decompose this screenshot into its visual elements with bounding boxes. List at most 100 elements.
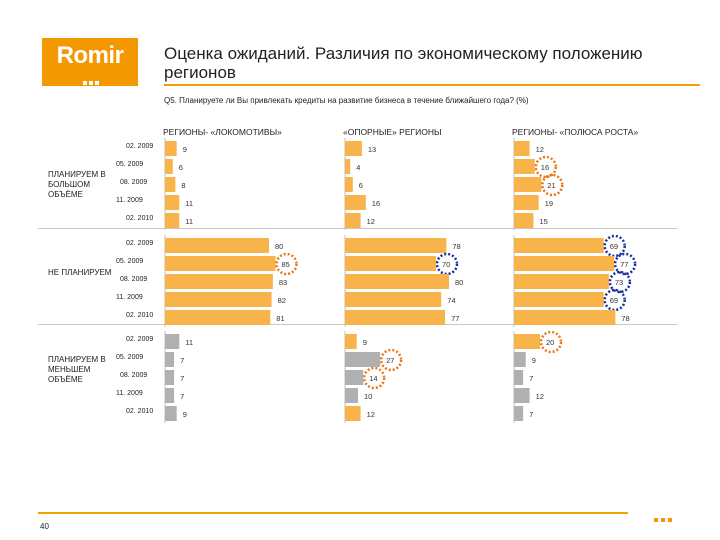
- bar: [165, 292, 272, 307]
- date-label: 02. 2009: [126, 143, 154, 150]
- data-label: 80: [455, 278, 463, 287]
- data-label: 83: [279, 278, 287, 287]
- data-label: 10: [364, 392, 372, 401]
- highlight-ring-orange: [275, 252, 298, 276]
- data-label: 14: [369, 374, 377, 383]
- bar: [345, 256, 436, 271]
- data-label: 21: [547, 181, 555, 190]
- highlight-ring-orange: [534, 155, 558, 179]
- data-label: 73: [615, 278, 623, 287]
- data-label: 78: [452, 242, 460, 251]
- bar: [165, 141, 177, 156]
- highlight-ring-blue: [435, 252, 459, 276]
- bar: [514, 238, 604, 253]
- data-label: 11: [185, 217, 193, 226]
- group-label-not-plan: НЕ ПЛАНИРУЕМ: [48, 268, 112, 277]
- date-label: 11. 2009: [116, 294, 143, 301]
- date-label: 08. 2009: [120, 179, 148, 186]
- data-label: 11: [185, 199, 193, 208]
- bar: [514, 388, 530, 403]
- highlight-ring-blue: [603, 234, 626, 258]
- bar: [514, 406, 524, 421]
- bar: [165, 388, 175, 403]
- bar: [514, 213, 534, 228]
- bar: [345, 388, 358, 403]
- date-label: 11. 2009: [116, 197, 143, 204]
- date-label: 05. 2009: [116, 258, 144, 265]
- data-label: 20: [546, 338, 554, 347]
- data-label: 80: [275, 242, 283, 251]
- logo-dots: [83, 72, 101, 90]
- data-label: 7: [529, 374, 533, 383]
- bar: [165, 334, 180, 349]
- date-label: 11. 2009: [116, 390, 143, 397]
- data-label: 85: [282, 260, 290, 269]
- bar: [165, 256, 276, 271]
- data-label: 9: [363, 338, 367, 347]
- bar: [514, 370, 524, 385]
- bar: [345, 159, 351, 174]
- data-label: 7: [529, 410, 533, 419]
- data-label: 12: [367, 410, 375, 419]
- data-label: 82: [278, 296, 286, 305]
- date-label: 02. 2010: [126, 408, 154, 415]
- bar: [345, 352, 381, 367]
- title-rule: [164, 84, 700, 86]
- column-header-locomotives: РЕГИОНЫ- «ЛОКОМОТИВЫ»: [163, 127, 282, 137]
- bar: [165, 213, 180, 228]
- bar: [165, 195, 180, 210]
- data-label: 7: [180, 392, 184, 401]
- footer-dots: [654, 509, 675, 527]
- data-label: 6: [359, 181, 363, 190]
- data-label: 77: [451, 314, 459, 323]
- bar: [165, 352, 175, 367]
- bar: [345, 334, 357, 349]
- data-label: 12: [367, 217, 375, 226]
- bar: [514, 159, 535, 174]
- highlight-ring-blue: [608, 270, 632, 294]
- bar: [345, 141, 362, 156]
- bar: [514, 177, 542, 192]
- romir-logo: Romir: [42, 38, 138, 86]
- bar: [514, 141, 530, 156]
- bar: [514, 310, 616, 325]
- data-label: 81: [276, 314, 284, 323]
- bar: [345, 370, 364, 385]
- data-label: 27: [386, 356, 394, 365]
- highlight-ring-orange: [539, 330, 563, 354]
- bar: [165, 274, 273, 289]
- bar: [345, 195, 366, 210]
- data-label: 6: [179, 163, 183, 172]
- bar: [345, 310, 446, 325]
- bar: [165, 238, 269, 253]
- date-label: 05. 2009: [116, 354, 144, 361]
- date-label: 02. 2009: [126, 240, 154, 247]
- bar: [514, 352, 526, 367]
- date-label: 02. 2009: [126, 336, 154, 343]
- bar: [345, 177, 353, 192]
- bar: [345, 213, 361, 228]
- bar: [165, 406, 177, 421]
- highlight-ring-orange: [541, 173, 564, 197]
- data-label: 12: [536, 392, 544, 401]
- group-label-plan-large: ПЛАНИРУЕМ В БОЛЬШОМ ОБЪЁМЕ: [48, 170, 106, 199]
- highlight-ring-blue: [603, 288, 626, 312]
- bar: [165, 159, 173, 174]
- date-label: 08. 2009: [120, 276, 148, 283]
- data-label: 15: [540, 217, 548, 226]
- page-number: 40: [40, 522, 49, 531]
- bar: [345, 292, 442, 307]
- data-label: 9: [532, 356, 536, 365]
- highlight-ring-orange: [379, 348, 403, 372]
- column-header-growth-poles: РЕГИОНЫ- «ПОЛЮСА РОСТА»: [512, 127, 639, 137]
- bar: [345, 238, 447, 253]
- bar: [345, 274, 449, 289]
- group-label-plan-smaller: ПЛАНИРУЕМ В МЕНЬШЕМ ОБЪЁМЕ: [48, 355, 106, 384]
- highlight-ring-blue: [613, 252, 637, 276]
- bar: [165, 177, 176, 192]
- data-label: 16: [541, 163, 549, 172]
- data-label: 13: [368, 145, 376, 154]
- footer-rule: [38, 512, 628, 514]
- bar: [165, 310, 271, 325]
